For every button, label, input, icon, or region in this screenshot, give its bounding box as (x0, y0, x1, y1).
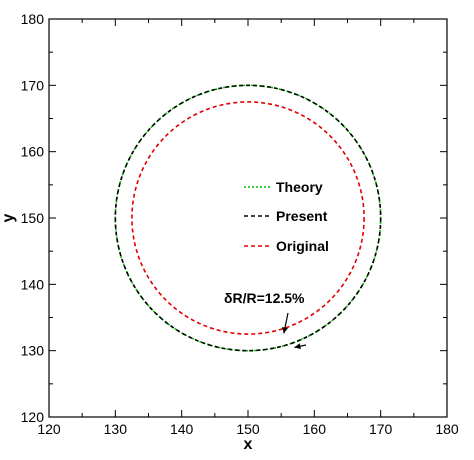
y-tick-label: 120 (21, 409, 45, 425)
x-tick-label: 130 (104, 421, 128, 437)
y-axis-title: y (0, 213, 17, 222)
legend-label-theory: Theory (276, 179, 323, 195)
x-tick-label: 150 (236, 421, 260, 437)
y-tick-label: 160 (21, 144, 45, 160)
x-tick-label: 180 (435, 421, 459, 437)
x-tick-label: 140 (170, 421, 194, 437)
legend-label-original: Original (276, 238, 329, 254)
annotation-arrowhead (282, 326, 288, 334)
annotation-label: δR/R=12.5% (224, 290, 305, 306)
plot-frame (48, 18, 448, 418)
y-tick-label: 150 (21, 210, 45, 226)
legend: Theory Present Original (244, 179, 329, 254)
series-present-circle (114, 84, 382, 352)
x-axis-title: x (244, 436, 253, 453)
y-tick-label: 180 (21, 11, 45, 27)
x-tick-label: 160 (303, 421, 327, 437)
x-tick-label: 120 (37, 421, 61, 437)
annotation-arrowhead (294, 343, 301, 350)
y-tick-label: 130 (21, 343, 45, 359)
series-original-circle (131, 101, 365, 335)
legend-label-present: Present (276, 208, 328, 224)
y-tick-label: 140 (21, 276, 45, 292)
y-tick-label: 170 (21, 77, 45, 93)
x-tick-label: 170 (369, 421, 393, 437)
